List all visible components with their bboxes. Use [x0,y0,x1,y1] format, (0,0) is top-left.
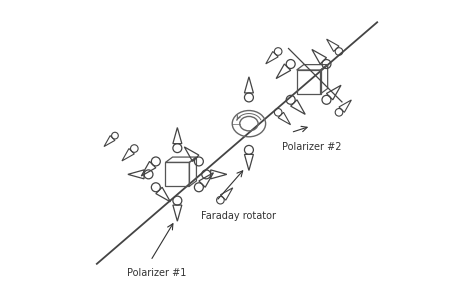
Text: Faraday rotator: Faraday rotator [201,211,276,221]
Text: Polarizer #1: Polarizer #1 [127,268,186,278]
Text: Polarizer #2: Polarizer #2 [282,142,341,153]
